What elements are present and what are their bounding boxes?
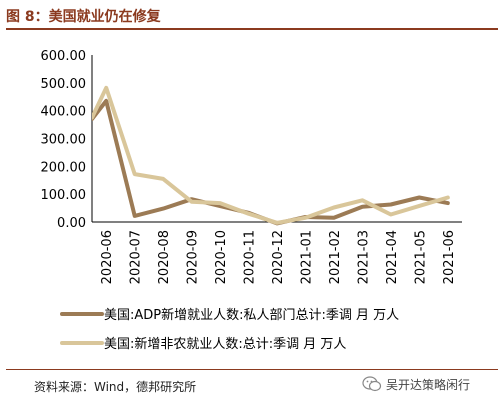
y-tick-label: 300.00 [41,133,87,148]
source-note: 资料来源：Wind，德邦研究所 [34,380,197,394]
legend: 美国:ADP新增就业人数:私人部门总计:季调 月 万人美国:新增非农就业人数:总… [60,307,399,352]
series-lines [92,85,450,226]
legend-label-1: 美国:ADP新增就业人数:私人部门总计:季调 月 万人 [104,307,399,323]
y-tick-label: 500.00 [41,77,87,92]
series-line-2 [92,85,450,225]
y-axis: 0.00 100.00 200.00 300.00 400.00 500.00 600.00 [41,49,93,231]
x-tick-label: 2020-11 [243,230,258,284]
footer-divider [6,369,498,370]
x-tick-label: 2021-02 [328,230,343,284]
y-tick-label: 100.00 [41,188,87,203]
x-tick-label: 2020-08 [157,230,172,284]
x-axis: 2020-06 2020-07 2020-08 2020-09 2020-10 2020-… [92,221,462,284]
wechat-icon [362,376,382,392]
x-tick-label: 2021-06 [442,230,457,284]
series-line-1 [92,98,450,226]
chart-title: 图 8：美国就业仍在修复 [6,9,161,25]
y-tick-label: 600.00 [41,49,87,64]
x-tick-label: 2020-07 [129,230,144,284]
x-tick-label: 2020-09 [186,230,201,284]
y-tick-label: 200.00 [41,160,87,175]
x-tick-label: 2020-10 [214,230,229,284]
legend-label-2: 美国:新增非农就业人数:总计:季调 月 万人 [104,336,346,352]
x-tick-label: 2020-12 [271,230,286,284]
x-tick-label: 2020-06 [100,230,115,284]
x-tick-label: 2021-01 [299,230,314,284]
watermark: 吴开达策略闲行 [362,374,498,394]
watermark-text: 吴开达策略闲行 [386,378,471,392]
x-tick-label: 2021-03 [356,230,371,284]
line-chart: 0.00 100.00 200.00 300.00 400.00 500.00 600.00… [41,49,462,352]
y-tick-label: 400.00 [41,105,87,120]
x-tick-label: 2021-05 [413,230,428,284]
chart-title-bar: 图 8：美国就业仍在修复 [6,4,498,30]
title-divider [6,28,498,30]
y-tick-label: 0.00 [57,216,86,231]
x-tick-label: 2021-04 [385,230,400,284]
